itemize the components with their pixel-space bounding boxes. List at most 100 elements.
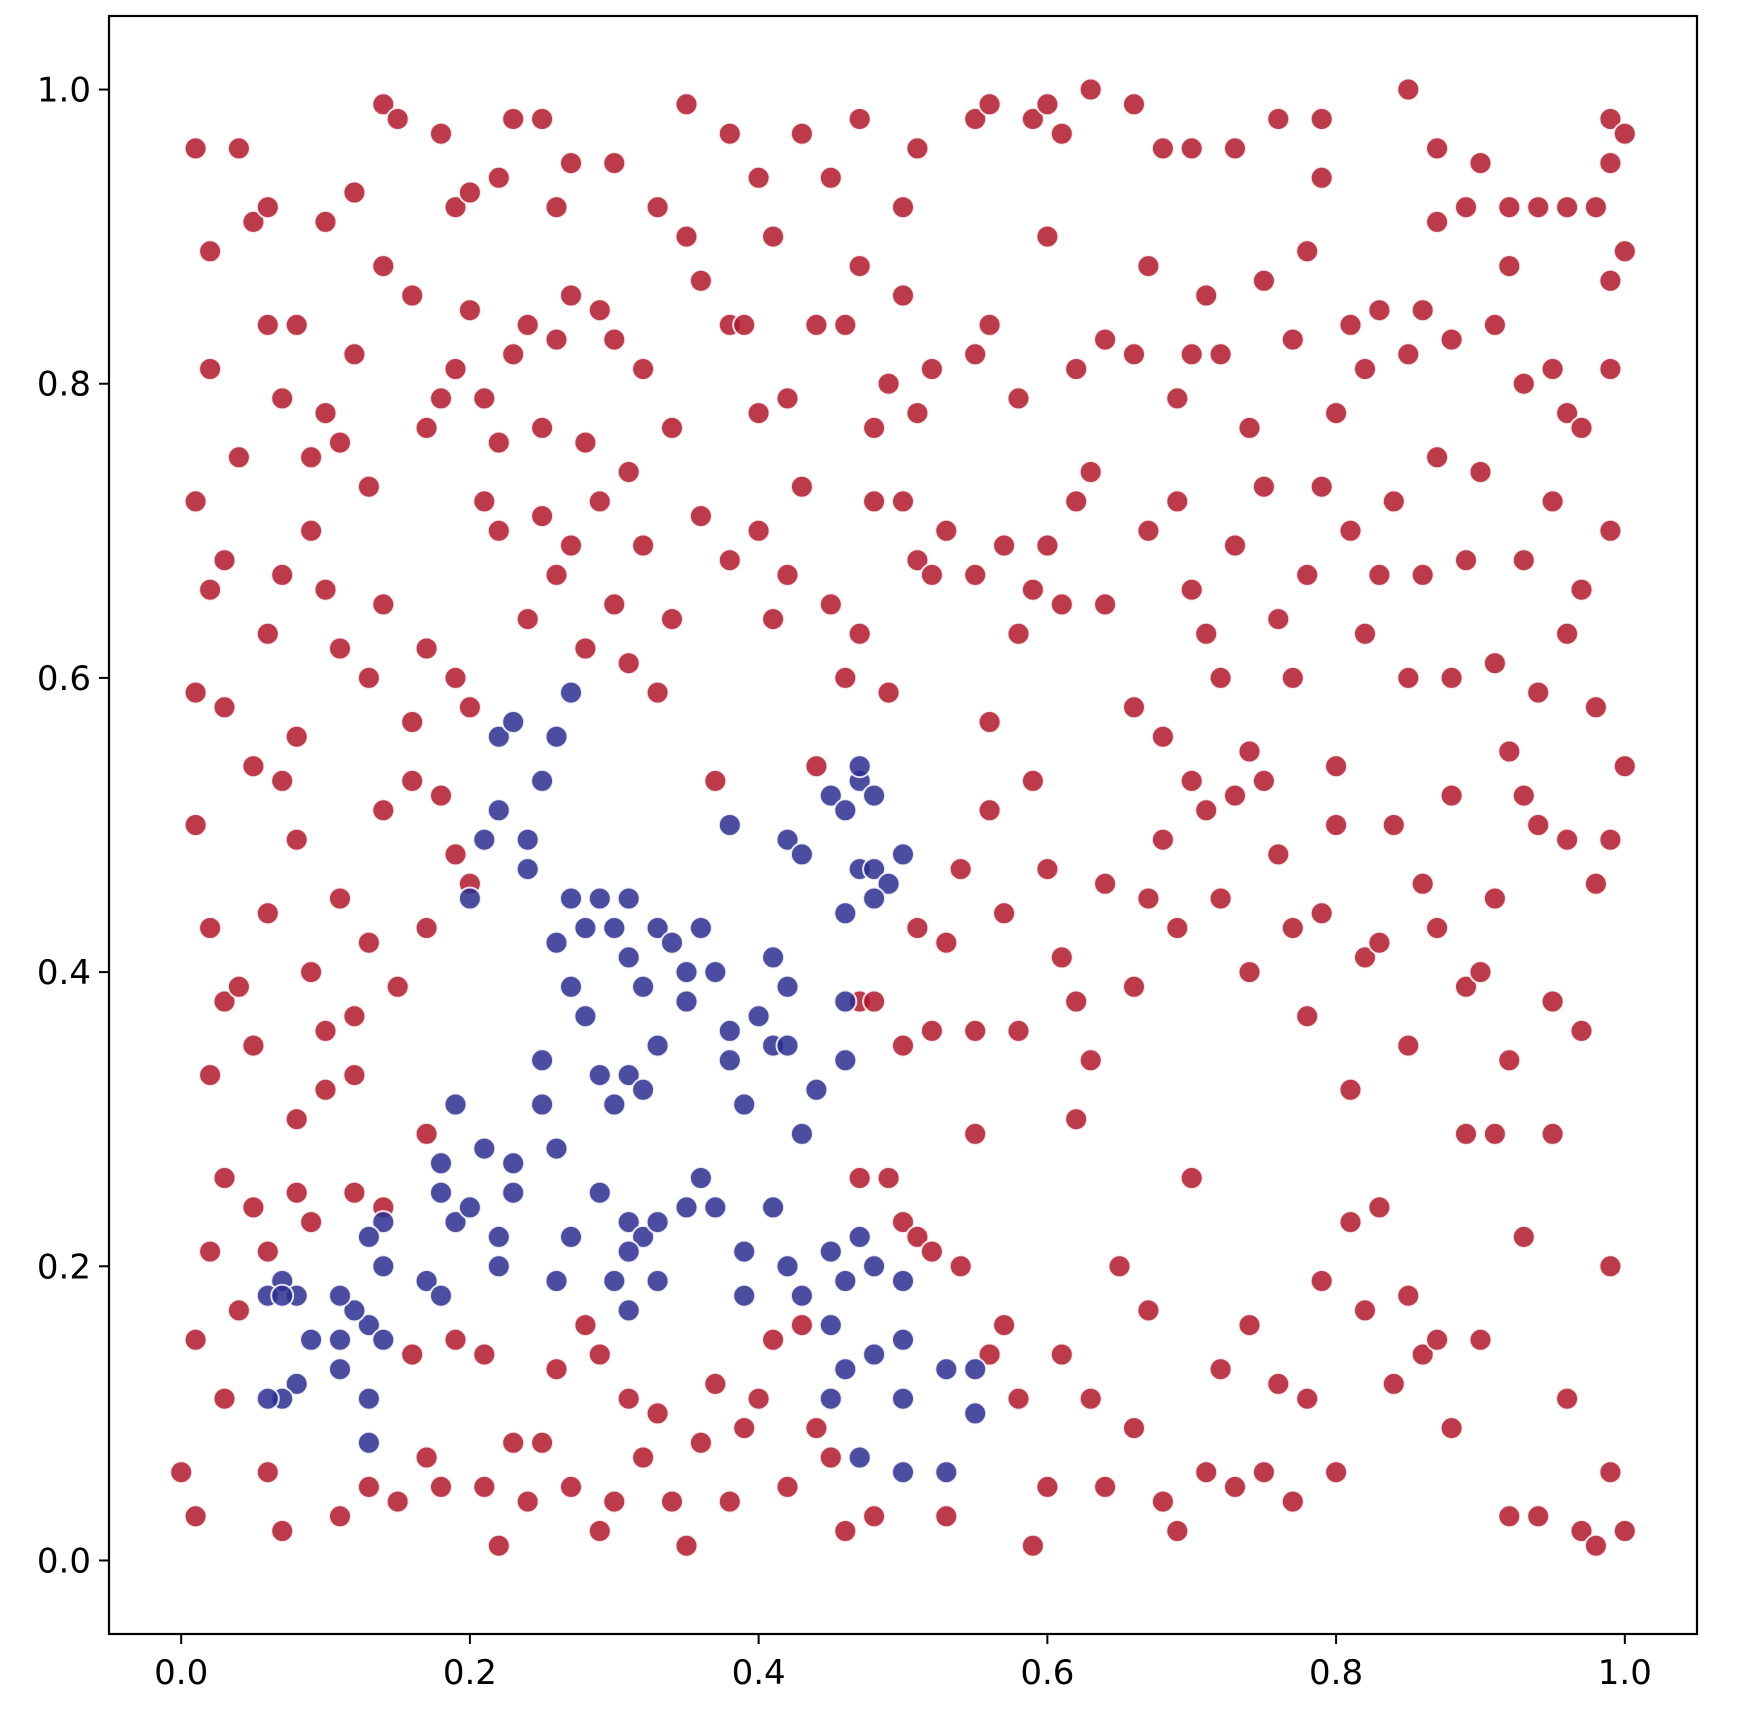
data-point [559,151,583,176]
data-point [631,1224,656,1249]
data-point [732,1283,757,1308]
data-point [1179,1166,1204,1190]
data-point [804,1077,829,1102]
data-point [1309,901,1334,926]
data-point [284,1371,309,1396]
data-point [429,1151,453,1176]
data-point [963,562,988,587]
data-point [169,1460,194,1485]
data-point [602,151,627,176]
data-point [1194,621,1219,646]
data-point [198,1239,223,1264]
data-point [1223,783,1247,808]
data-point [674,960,699,985]
data-point [963,1018,988,1043]
data-point [400,768,425,793]
data-point [919,357,944,381]
data-point [1295,1004,1320,1029]
data-point [313,209,338,234]
data-point [1468,960,1493,985]
data-point [818,1445,843,1470]
data-point [371,1210,396,1235]
data-point [573,1313,598,1338]
data-point [414,1445,439,1470]
data-point [876,1166,901,1190]
data-point [833,989,858,1014]
data-point [1006,1386,1031,1411]
data-point [1006,1018,1031,1043]
data-point [270,1283,295,1308]
data-point [891,283,915,308]
data-point [284,724,309,749]
data-point [1511,783,1536,808]
data-point [862,415,887,440]
data-point [789,1121,814,1146]
data-point [342,180,367,205]
data-point [1598,151,1623,176]
data-point [1381,813,1406,837]
data-point [573,430,598,455]
data-point [429,386,453,411]
data-point [1482,651,1507,676]
data-point [645,680,670,705]
data-point [703,768,728,793]
data-point [1251,474,1276,499]
data-point [472,386,497,411]
data-point [948,857,973,882]
data-point [1122,342,1146,367]
data-point [530,107,555,131]
data-point [1612,754,1637,779]
data-point [833,1269,858,1293]
data-point [1266,107,1291,131]
data-point [1122,974,1146,999]
data-point [1280,916,1305,940]
data-point [1497,739,1522,764]
data-point [270,562,295,587]
data-point [226,136,251,161]
data-point [602,592,627,617]
data-point [631,533,656,558]
data-point [1555,401,1580,426]
data-point [414,916,439,940]
data-point [847,1224,872,1249]
data-point [1064,489,1089,514]
data-point [1598,357,1623,381]
data-point [212,548,237,573]
data-point [183,1327,208,1352]
data-point [963,342,988,367]
data-point [1006,621,1031,646]
data-point [1583,195,1608,220]
data-point [746,401,771,426]
data-point [328,1283,352,1308]
data-point [775,1474,800,1499]
data-point [1454,974,1478,999]
data-point [963,107,988,131]
data-point [616,1298,641,1323]
data-point [1280,665,1305,690]
data-point [1049,592,1074,617]
data-point [400,283,425,308]
data-point [717,121,742,146]
data-point [501,1151,526,1176]
data-point [1353,621,1377,646]
data-point [761,1195,786,1220]
data-point [891,1386,915,1411]
data-point [356,1430,381,1455]
data-point [616,1210,641,1235]
data-point [587,298,612,323]
data-point [299,1327,324,1352]
data-point [703,1371,728,1396]
data-point [761,607,786,632]
data-point [876,871,901,896]
data-point [472,1136,497,1161]
data-point [934,1504,959,1529]
data-point [299,445,324,470]
data-point [1006,386,1031,411]
data-point [847,621,872,646]
data-point [198,357,223,381]
data-point [299,960,324,985]
data-point [515,607,540,632]
data-point [587,1342,612,1367]
data-point [1482,1121,1507,1146]
data-point [299,518,324,543]
